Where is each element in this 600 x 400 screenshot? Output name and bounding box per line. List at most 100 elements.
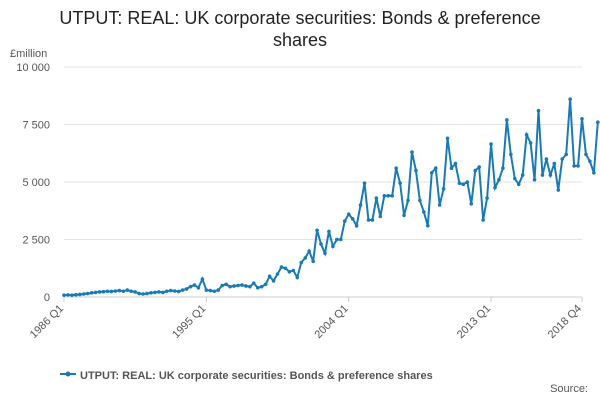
data-point bbox=[425, 223, 430, 228]
legend-label: UTPUT: REAL: UK corporate securities: Bo… bbox=[80, 370, 433, 382]
data-point bbox=[196, 286, 201, 290]
data-point bbox=[291, 268, 296, 273]
data-point bbox=[556, 188, 561, 192]
data-point bbox=[315, 228, 319, 233]
data-point bbox=[501, 166, 505, 170]
data-point bbox=[422, 210, 426, 214]
data-point bbox=[81, 292, 86, 296]
data-point bbox=[216, 288, 221, 292]
data-point bbox=[338, 237, 343, 242]
data-point bbox=[299, 260, 304, 265]
data-point bbox=[323, 251, 327, 256]
data-point bbox=[489, 142, 493, 146]
data-point bbox=[271, 279, 276, 283]
data-point bbox=[157, 290, 161, 294]
data-point bbox=[137, 291, 141, 296]
data-point bbox=[220, 283, 224, 288]
data-point bbox=[406, 198, 410, 203]
data-point bbox=[516, 182, 521, 187]
data-point bbox=[327, 229, 331, 234]
data-point bbox=[66, 293, 70, 297]
data-point bbox=[149, 291, 153, 295]
data-point bbox=[505, 118, 509, 122]
data-point bbox=[465, 180, 470, 184]
data-point bbox=[228, 284, 232, 289]
data-point bbox=[188, 284, 193, 289]
data-point bbox=[153, 290, 157, 295]
data-point bbox=[433, 166, 438, 170]
data-point bbox=[172, 289, 177, 293]
data-point bbox=[97, 290, 102, 294]
data-point bbox=[548, 173, 553, 177]
data-point bbox=[125, 288, 130, 292]
data-point bbox=[303, 256, 308, 260]
data-point bbox=[133, 290, 137, 294]
data-point bbox=[85, 291, 90, 296]
y-tick-label: 5 000 bbox=[22, 177, 50, 189]
data-point bbox=[358, 203, 363, 207]
data-point bbox=[145, 291, 149, 296]
data-point bbox=[588, 159, 592, 164]
series-line bbox=[63, 99, 599, 297]
data-point bbox=[457, 181, 462, 185]
chart-title: UTPUT: REAL: UK corporate securities: Bo… bbox=[59, 8, 540, 50]
data-point bbox=[180, 288, 185, 292]
data-point bbox=[592, 171, 596, 175]
data-point bbox=[485, 196, 489, 200]
data-point bbox=[70, 293, 74, 297]
data-point bbox=[560, 157, 565, 161]
data-point bbox=[311, 259, 315, 264]
data-point bbox=[528, 141, 533, 145]
y-tick-label: 10 000 bbox=[16, 62, 50, 74]
x-tick-label: 2004 Q1 bbox=[312, 303, 350, 341]
data-point bbox=[596, 120, 600, 124]
data-point bbox=[287, 269, 292, 274]
data-point bbox=[493, 185, 497, 190]
data-point bbox=[540, 173, 545, 177]
data-point bbox=[497, 177, 501, 182]
data-point bbox=[568, 97, 572, 101]
data-point bbox=[208, 288, 213, 293]
data-point bbox=[224, 282, 228, 287]
data-point bbox=[354, 223, 359, 228]
data-point bbox=[414, 168, 418, 173]
data-point bbox=[200, 277, 205, 281]
data-point bbox=[267, 274, 272, 279]
data-point bbox=[244, 284, 248, 288]
data-point bbox=[366, 218, 371, 222]
data-point bbox=[319, 242, 323, 246]
data-point bbox=[410, 150, 414, 154]
data-point bbox=[362, 181, 367, 185]
data-point bbox=[437, 203, 442, 207]
data-point bbox=[109, 289, 114, 294]
data-point bbox=[252, 281, 256, 286]
data-point bbox=[378, 214, 383, 219]
data-point bbox=[283, 266, 288, 271]
data-point bbox=[78, 292, 82, 297]
data-point bbox=[473, 168, 478, 173]
y-tick-label: 0 bbox=[44, 292, 50, 304]
data-point bbox=[536, 108, 541, 113]
data-point bbox=[576, 164, 580, 168]
data-point bbox=[331, 244, 335, 249]
data-point bbox=[394, 166, 398, 170]
y-tick-label: 2 500 bbox=[22, 235, 50, 247]
data-point bbox=[176, 289, 181, 294]
data-point bbox=[572, 164, 576, 168]
data-point bbox=[101, 289, 106, 294]
data-point bbox=[342, 219, 347, 223]
data-point bbox=[509, 152, 513, 157]
x-tick-label: 1995 Q1 bbox=[170, 303, 208, 341]
x-tick-label: 2018 Q4 bbox=[546, 303, 584, 341]
data-point bbox=[477, 165, 481, 169]
data-point bbox=[307, 249, 311, 253]
data-point bbox=[390, 194, 394, 198]
data-point bbox=[386, 194, 391, 198]
data-point bbox=[62, 293, 66, 297]
data-point bbox=[524, 133, 529, 137]
data-point bbox=[168, 288, 173, 293]
data-point bbox=[236, 283, 240, 288]
data-point bbox=[584, 152, 588, 157]
data-point bbox=[105, 289, 110, 294]
data-point bbox=[564, 152, 568, 157]
